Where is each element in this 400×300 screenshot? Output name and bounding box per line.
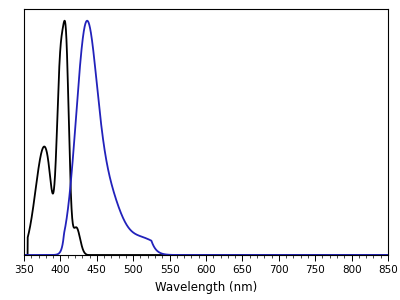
X-axis label: Wavelength (nm): Wavelength (nm)	[155, 281, 257, 294]
